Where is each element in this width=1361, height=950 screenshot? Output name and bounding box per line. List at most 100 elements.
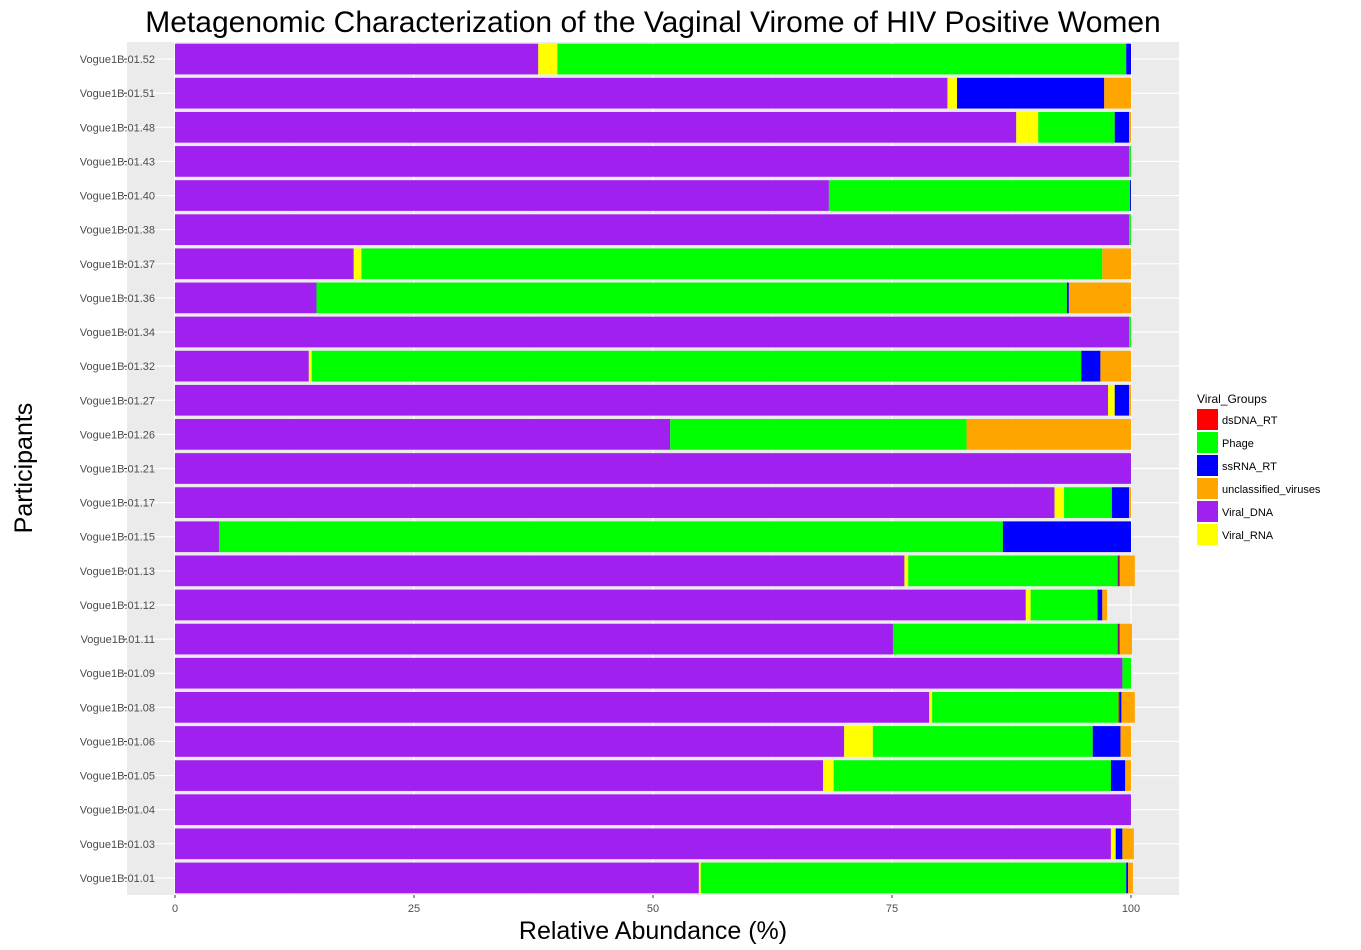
x-tick-label: 25 [408, 903, 420, 915]
chart-title: Metagenomic Characterization of the Vagi… [145, 6, 1161, 39]
y-tick-label: Vogue1B.01.04 [80, 805, 155, 817]
legend-key [1197, 501, 1218, 522]
y-tick-label: Vogue1B.01.48 [80, 122, 155, 134]
bar-segment-viral-dna [175, 657, 1123, 689]
bar-segment-phage [892, 623, 1118, 655]
legend-label: Viral_DNA [1222, 507, 1274, 519]
bar-segment-unclassified-viruses [1121, 691, 1135, 723]
bar-segment-phage [1064, 487, 1112, 518]
bar-segment-phage [1129, 214, 1131, 246]
x-tick-labels: 0 25 50 75 100 [172, 895, 1140, 915]
bar-segment-viral-dna [175, 77, 948, 109]
bar-segment-unclassified-viruses [1128, 862, 1133, 894]
y-tick-label: Vogue1B.01.01 [80, 873, 155, 885]
bar-segment-viral-dna [175, 623, 893, 655]
bar-segment-ssrna-rt [1097, 589, 1103, 621]
bar-segment-viral-dna [175, 794, 1131, 826]
bar-segment-unclassified-viruses [1100, 350, 1131, 382]
bar-segment-viral-dna [175, 146, 1130, 177]
bar-segment-ssrna-rt [1002, 521, 1131, 553]
x-tick-label: 0 [172, 903, 178, 915]
legend-key [1197, 409, 1218, 430]
bar-segment-unclassified-viruses [1129, 111, 1131, 143]
x-tick-label: 75 [886, 903, 898, 915]
bar-segment-phage [908, 555, 1118, 587]
bar-segment-viral-dna [175, 521, 219, 553]
bar-segment-ssrna-rt [1126, 43, 1131, 75]
y-tick-labels: Vogue1B.01.52 Vogue1B.01.51 Vogue1B.01.48 V… [80, 54, 155, 885]
bar-segment-unclassified-viruses [1102, 248, 1131, 280]
y-tick-label: Vogue1B.01.36 [80, 293, 155, 305]
x-axis-title: Relative Abundance (%) [519, 917, 787, 945]
bar-segment-ssrna-rt [1066, 282, 1069, 314]
bar-segment-phage [1129, 316, 1131, 348]
bar-segment-unclassified-viruses [1129, 487, 1131, 518]
bar-segment-phage [361, 248, 1103, 280]
bar-segment-phage [1129, 146, 1131, 177]
legend-label: Phage [1222, 438, 1254, 450]
bar-segment-viral-dna [175, 43, 539, 75]
y-tick-label: Vogue1B.01.43 [80, 156, 155, 168]
bar-segment-viral-rna [1108, 384, 1115, 416]
bar-segment-phage [1030, 589, 1098, 621]
bar-segment-ssrna-rt [1118, 623, 1120, 655]
bar-segment-viral-rna [1054, 487, 1065, 518]
legend-key [1197, 432, 1218, 453]
y-tick-label: Vogue1B.01.05 [80, 771, 155, 783]
bar-segment-unclassified-viruses [1120, 726, 1131, 757]
y-tick-label: Vogue1B.01.26 [80, 429, 155, 441]
y-tick-label: Vogue1B.01.17 [80, 498, 155, 510]
bar-segment-viral-dna [175, 282, 317, 314]
bar-segment-viral-dna [175, 214, 1130, 246]
bar-segment-unclassified-viruses [1119, 623, 1132, 655]
bar-segment-viral-rna [538, 43, 558, 75]
bar-segment-viral-rna [1110, 828, 1116, 860]
bar-segment-phage [833, 760, 1111, 791]
bar-segment-phage [1038, 111, 1115, 143]
bar-segment-viral-dna [175, 828, 1111, 860]
legend-title: Viral_Groups [1197, 392, 1267, 406]
bar-segment-viral-rna [1016, 111, 1039, 143]
bar-segment-viral-dna [175, 487, 1055, 518]
bar-segment-viral-dna [175, 691, 930, 723]
y-tick-label: Vogue1B.01.34 [80, 327, 155, 339]
bar-segment-viral-rna [844, 726, 873, 757]
legend-label: unclassified_viruses [1222, 484, 1321, 496]
bar-segment-phage [316, 282, 1067, 314]
bar-segment-viral-rna [308, 350, 312, 382]
bar-segment-phage [828, 180, 1131, 211]
legend-label: ssRNA_RT [1222, 461, 1277, 473]
bar-segment-ssrna-rt [1119, 691, 1122, 723]
bar-segment-ssrna-rt [1118, 555, 1120, 587]
bar-segment-phage [700, 862, 1127, 894]
bar-segment-viral-dna [175, 316, 1130, 348]
bar-segment-unclassified-viruses [1068, 282, 1131, 314]
bar-segment-viral-rna [698, 862, 701, 894]
y-tick-label: Vogue1B.01.12 [80, 600, 155, 612]
bar-segment-unclassified-viruses [1119, 555, 1135, 587]
x-tick-label: 100 [1122, 903, 1140, 915]
legend-key [1197, 524, 1218, 545]
bar-segment-viral-rna [904, 555, 909, 587]
bar-segment-viral-dna [175, 384, 1109, 416]
bar-segment-phage [557, 43, 1127, 75]
y-tick-label: Vogue1B.01.27 [80, 395, 155, 407]
bar-segment-dsdna-rt [1118, 691, 1120, 723]
y-tick-label: Vogue1B.01.06 [80, 736, 155, 748]
y-tick-label: Vogue1B.01.51 [80, 88, 155, 100]
y-tick-label: Vogue1B.01.40 [80, 191, 155, 203]
y-tick-label: Vogue1B.01.32 [80, 361, 155, 373]
bar-segment-dsdna-rt [1117, 623, 1119, 655]
x-tick-label: 50 [647, 903, 659, 915]
bar-segment-unclassified-viruses [1129, 384, 1131, 416]
y-axis-title: Participants [10, 403, 38, 534]
bar-segment-phage [670, 419, 967, 450]
y-tick-label: Vogue1B.01.11 [81, 634, 155, 646]
legend: Viral_Groups dsDNA_RT Phage ssRNA_RTunclas… [1197, 392, 1321, 545]
bar-segment-viral-rna [1025, 589, 1031, 621]
legend-key [1197, 455, 1218, 476]
bar-segment-viral-dna [175, 726, 845, 757]
bar-segment-unclassified-viruses [1122, 828, 1134, 860]
bar-segment-viral-dna [175, 350, 309, 382]
y-tick-label: Vogue1B.01.13 [80, 566, 155, 578]
